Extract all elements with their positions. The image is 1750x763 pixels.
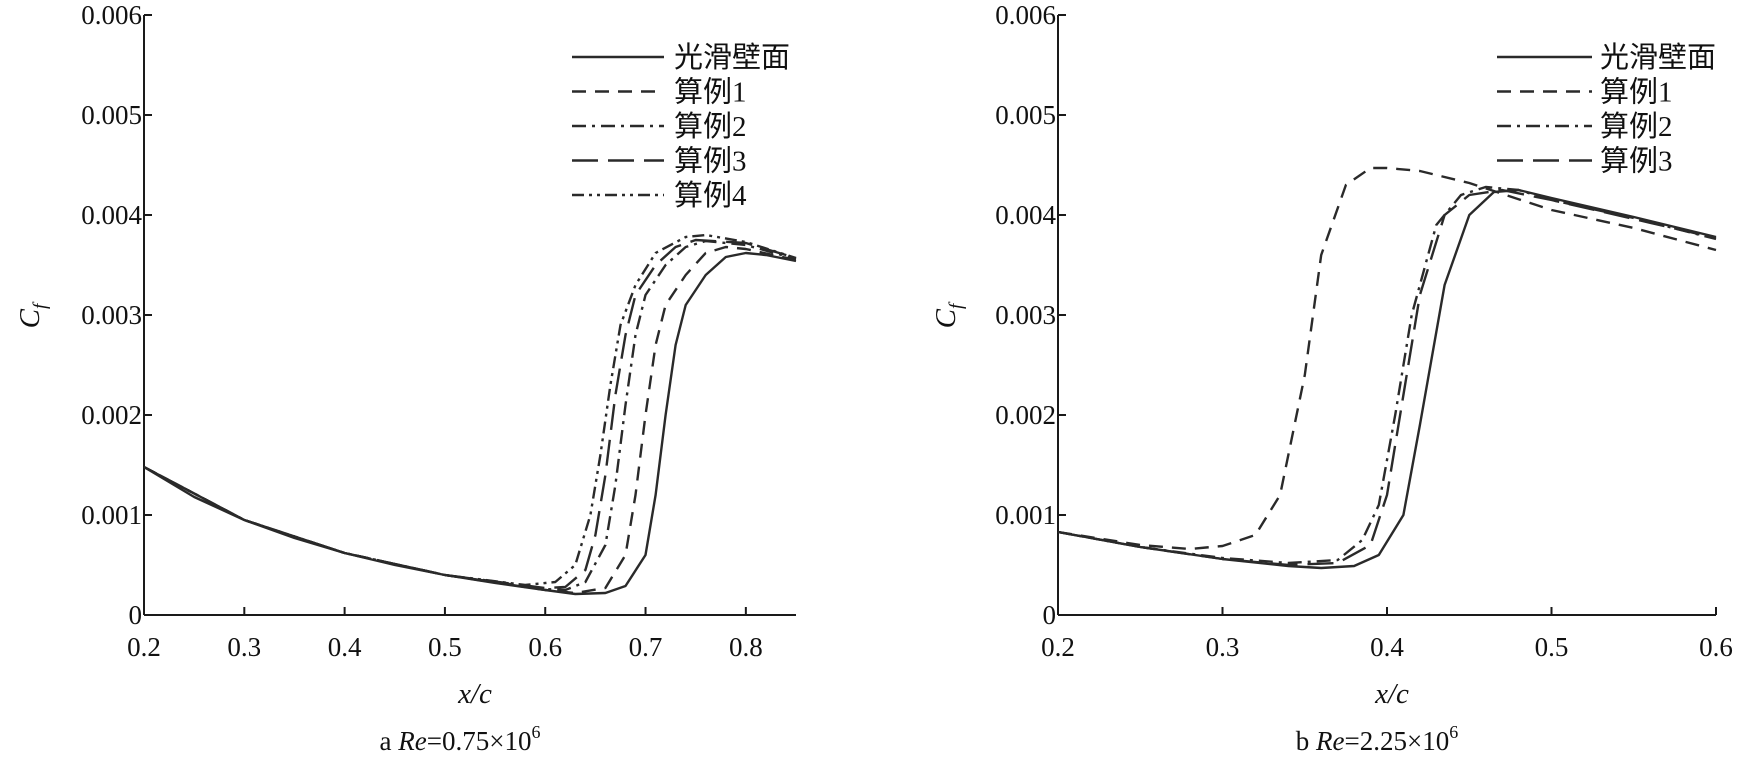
- y-axis-label-sub: f: [30, 301, 51, 309]
- series-line-3: [143, 239, 797, 592]
- y-axis-label-main: C: [14, 308, 46, 328]
- x-tick-label: 0.6: [528, 632, 562, 662]
- y-tick-label: 0.004: [81, 200, 142, 230]
- caption-exponent: 6: [531, 722, 540, 742]
- panel-b: 0 0.001 0.002 0.003 0.004 0.005 0.006 0.2 0.3 0.4…: [930, 0, 1733, 756]
- caption-prefix: b: [1296, 726, 1316, 756]
- caption-variable: Re: [397, 726, 426, 756]
- x-tick-label: 0.5: [1535, 632, 1569, 662]
- y-tick-label: 0.003: [81, 300, 142, 330]
- series-line-4: [1057, 188, 1717, 567]
- x-tick-label: 0.8: [729, 632, 763, 662]
- caption-value: =0.75×10: [427, 726, 532, 756]
- x-tick-label: 0.4: [328, 632, 362, 662]
- legend-label: 算例4: [674, 179, 747, 212]
- panel-caption: a Re=0.75×106: [380, 722, 541, 756]
- caption-variable: Re: [1315, 726, 1344, 756]
- legend-label: 算例1: [674, 76, 747, 109]
- y-tick-label: 0: [129, 600, 143, 630]
- legend-label: 算例2: [674, 110, 747, 143]
- legend-label: 算例3: [674, 145, 747, 178]
- x-tick-label: 0.4: [1370, 632, 1404, 662]
- legend-label: 算例2: [1600, 110, 1673, 143]
- y-tick-label: 0.002: [995, 400, 1056, 430]
- series-line-4: [143, 238, 797, 590]
- x-tick-label: 0.6: [1699, 632, 1733, 662]
- panel-a: 0 0.001 0.002 0.003 0.004 0.005 0.006 0.2 0.3 0.4…: [14, 0, 797, 756]
- y-axis-label-main: C: [930, 308, 962, 328]
- y-tick-label: 0.006: [995, 0, 1056, 30]
- y-axis-label: Cf: [930, 301, 967, 328]
- y-axis-label: Cf: [14, 301, 51, 328]
- series-line-3: [1057, 185, 1717, 565]
- x-tick-label: 0.2: [1041, 632, 1075, 662]
- series-line-5: [143, 233, 797, 587]
- caption-prefix: a: [380, 726, 399, 756]
- y-tick-label: 0.005: [995, 100, 1056, 130]
- legend-label: 算例3: [1600, 145, 1673, 178]
- x-tick-label: 0.3: [227, 632, 261, 662]
- legend-label: 光滑壁面: [1600, 41, 1716, 74]
- series-line-2: [143, 245, 797, 595]
- x-axis-label: x/c: [457, 678, 492, 710]
- caption-exponent: 6: [1449, 722, 1458, 742]
- y-tick-label: 0.006: [81, 0, 142, 30]
- x-tick-label: 0.3: [1206, 632, 1240, 662]
- y-tick-label: 0.001: [995, 500, 1056, 530]
- y-axis-label-sub: f: [946, 301, 967, 309]
- y-tick-label: 0.001: [81, 500, 142, 530]
- x-tick-label: 0.5: [428, 632, 462, 662]
- series-line-2: [1057, 166, 1717, 551]
- legend-label: 光滑壁面: [674, 41, 790, 74]
- legend-label: 算例1: [1600, 76, 1673, 109]
- x-tick-label: 0.2: [127, 632, 161, 662]
- y-tick-label: 0.005: [81, 100, 142, 130]
- series-line-1: [143, 251, 797, 596]
- x-axis-label: x/c: [1374, 678, 1409, 710]
- caption-value: =2.25×10: [1345, 726, 1450, 756]
- y-tick-label: 0.004: [995, 200, 1056, 230]
- x-tick-label: 0.7: [629, 632, 663, 662]
- y-tick-label: 0.003: [995, 300, 1056, 330]
- y-tick-label: 0: [1043, 600, 1057, 630]
- series-line-1: [1057, 188, 1717, 570]
- panel-caption: b Re=2.25×106: [1296, 722, 1458, 756]
- y-tick-label: 0.002: [81, 400, 142, 430]
